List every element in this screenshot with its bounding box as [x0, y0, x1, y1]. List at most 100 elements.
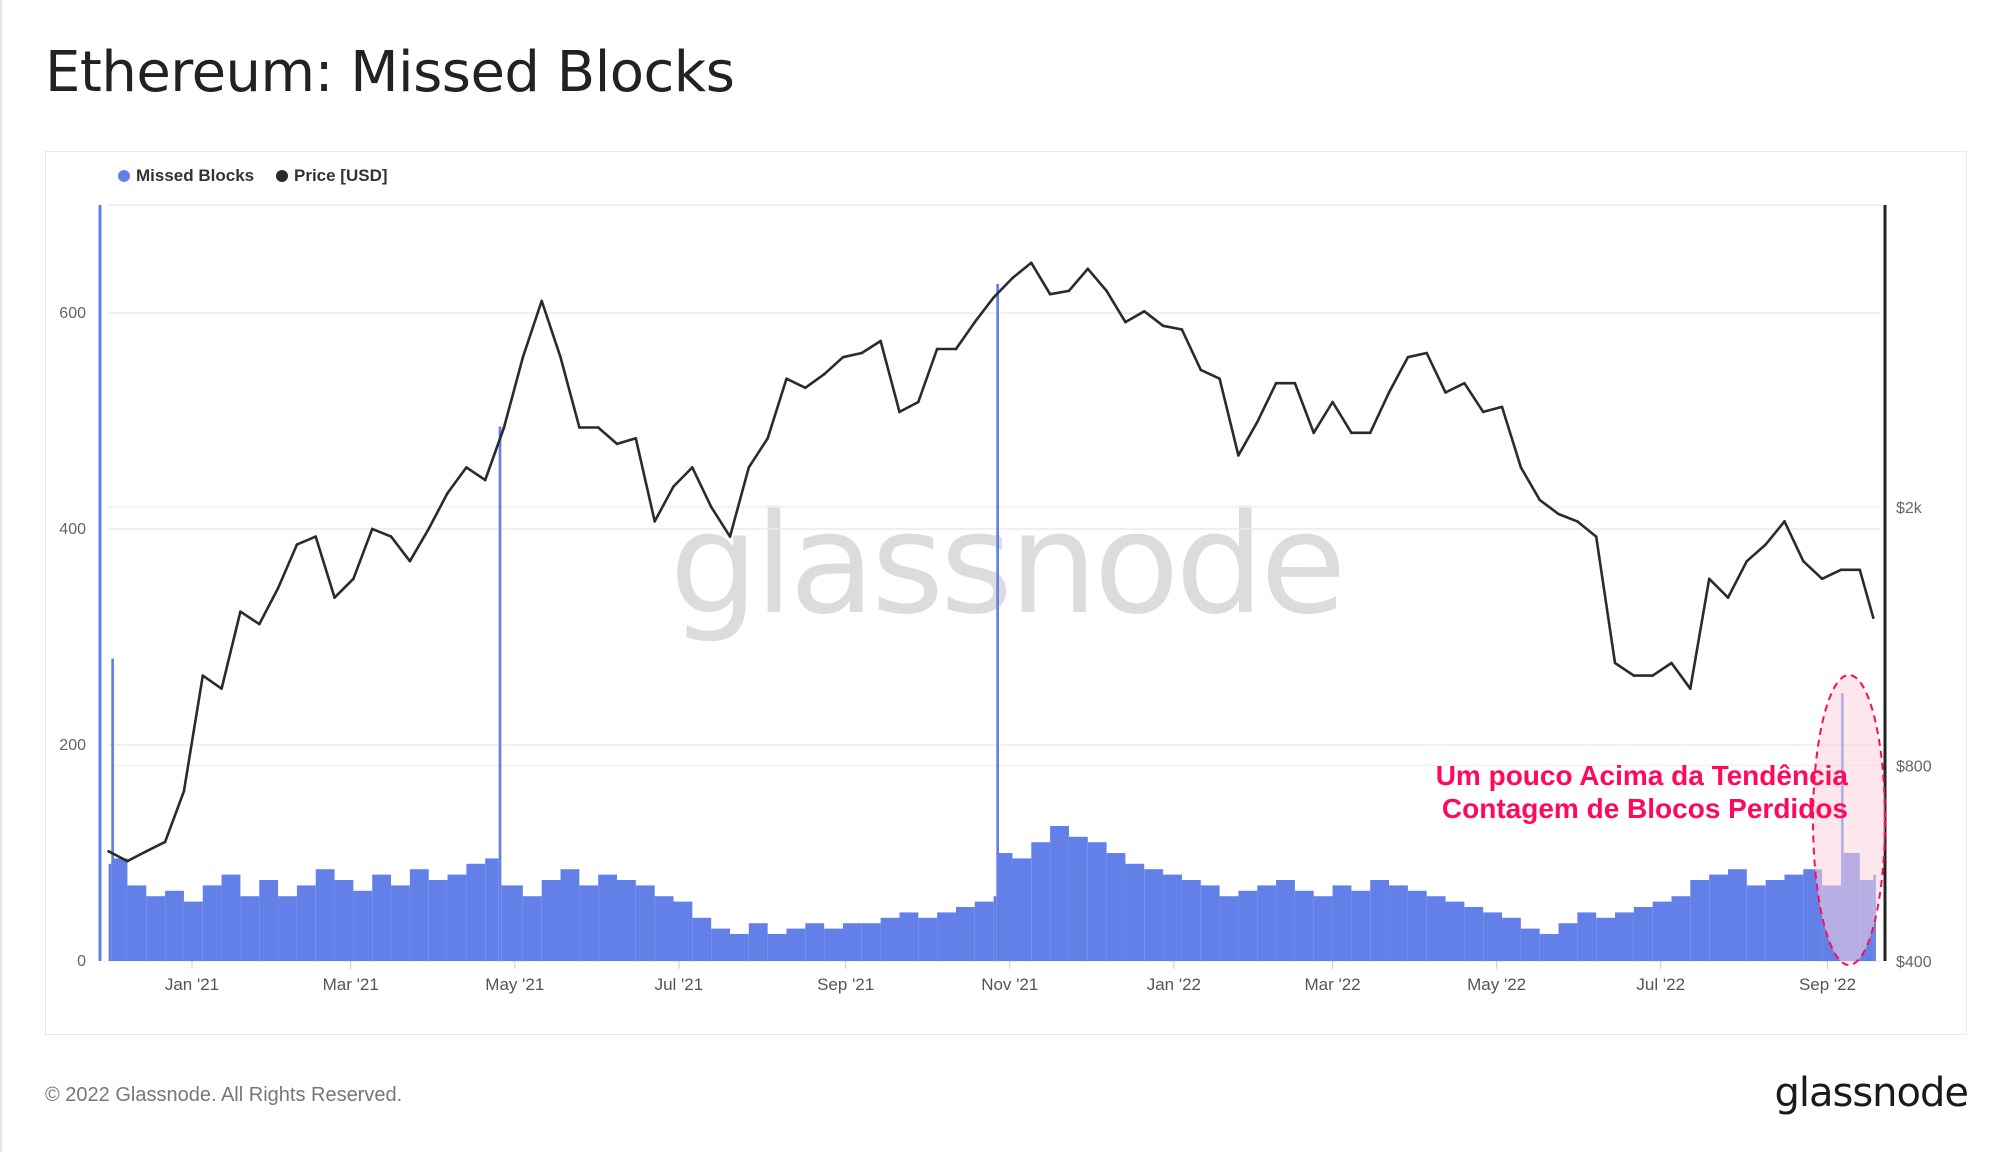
missed-blocks-bar: [1351, 890, 1371, 961]
y-left-tick-label: 400: [59, 521, 86, 538]
legend-label: Missed Blocks: [136, 166, 255, 185]
missed-blocks-bar: [918, 917, 938, 961]
missed-blocks-bar: [1389, 885, 1408, 961]
missed-blocks-bar: [1407, 890, 1427, 961]
missed-blocks-bar: [391, 885, 410, 961]
missed-blocks-bar: [999, 853, 1013, 961]
missed-blocks-bar: [372, 874, 392, 961]
missed-blocks-bar: [805, 923, 825, 961]
missed-blocks-bar: [485, 858, 499, 961]
missed-blocks-bar: [560, 869, 580, 961]
x-tick-label: Jan '22: [1147, 975, 1201, 994]
missed-blocks-bar: [240, 896, 260, 961]
missed-blocks-bar: [541, 880, 561, 961]
missed-blocks-bar: [278, 896, 297, 961]
y-right-tick-label: $400: [1896, 954, 1932, 971]
missed-blocks-bar: [748, 923, 768, 961]
x-tick-label: May '21: [485, 975, 544, 994]
missed-blocks-bar: [1200, 885, 1220, 961]
x-tick-label: Mar '21: [323, 975, 379, 994]
missed-blocks-bar: [1615, 912, 1634, 961]
legend-item-price[interactable]: Price [USD]: [276, 166, 388, 186]
missed-blocks-bar: [654, 896, 674, 961]
x-tick-label: Mar '22: [1304, 975, 1360, 994]
y-left-tick-label: 600: [59, 305, 86, 322]
missed-blocks-bar: [1050, 826, 1069, 961]
missed-blocks-bar: [1106, 853, 1126, 961]
highlight-ellipse: [1812, 674, 1886, 966]
missed-blocks-bar: [842, 923, 862, 961]
missed-blocks-bar: [1294, 890, 1314, 961]
missed-blocks-bar: [353, 890, 373, 961]
page-title: Ethereum: Missed Blocks: [45, 40, 735, 105]
missed-blocks-bar: [786, 928, 806, 961]
missed-blocks-bar: [635, 885, 655, 961]
missed-blocks-bar: [165, 890, 184, 961]
missed-blocks-bar: [974, 901, 994, 961]
missed-blocks-bar: [899, 912, 919, 961]
missed-blocks-bar: [428, 880, 448, 961]
missed-blocks-bar: [1087, 842, 1107, 961]
missed-blocks-bar: [108, 863, 112, 961]
x-tick-label: Jan '21: [165, 975, 219, 994]
missed-blocks-bar: [730, 934, 749, 961]
missed-blocks-bar: [861, 923, 881, 961]
missed-blocks-bar: [315, 869, 335, 961]
annotation-line-1: Um pouco Acima da Tendência: [1436, 760, 1849, 791]
missed-blocks-bar: [1031, 842, 1051, 961]
missed-blocks-bar: [1163, 874, 1182, 961]
missed-blocks-bar: [996, 283, 1000, 962]
missed-blocks-bar: [579, 885, 599, 961]
missed-blocks-bar: [1068, 836, 1088, 961]
x-tick-label: Jul '22: [1636, 975, 1685, 994]
y-right-tick-label: $800: [1896, 758, 1932, 775]
missed-blocks-bar: [1426, 896, 1446, 961]
missed-blocks-bar: [498, 426, 502, 961]
legend-dot-icon: [118, 170, 130, 182]
missed-blocks-bar: [1539, 934, 1559, 961]
missed-blocks-bar: [711, 928, 730, 961]
missed-blocks-bar: [111, 658, 114, 961]
missed-blocks-bar: [183, 901, 203, 961]
missed-blocks-bar: [1746, 885, 1766, 961]
legend-label: Price [USD]: [294, 166, 388, 185]
missed-blocks-bar: [296, 885, 316, 961]
missed-blocks-bar: [1690, 880, 1710, 961]
missed-blocks-bar: [824, 928, 843, 961]
chart-frame: [45, 151, 1967, 1035]
y-right-tick-label: $2k: [1896, 500, 1923, 517]
missed-blocks-bar: [1125, 863, 1145, 961]
missed-blocks-bar: [1502, 917, 1521, 961]
missed-blocks-bar: [146, 896, 166, 961]
missed-blocks-bar: [1257, 885, 1277, 961]
missed-blocks-bar: [127, 885, 147, 961]
missed-blocks-bar: [1370, 880, 1390, 961]
x-tick-label: Sep '22: [1799, 975, 1856, 994]
missed-blocks-bar: [1483, 912, 1503, 961]
missed-blocks-bar: [1181, 880, 1201, 961]
missed-blocks-bar: [447, 874, 467, 961]
missed-blocks-bar: [880, 917, 900, 961]
missed-blocks-bar: [466, 863, 486, 961]
missed-blocks-bar: [409, 869, 429, 961]
y-left-tick-label: 200: [59, 737, 86, 754]
missed-blocks-bar: [221, 874, 241, 961]
x-tick-label: Jul '21: [655, 975, 704, 994]
missed-blocks-bar: [1652, 901, 1672, 961]
missed-blocks-bar: [522, 896, 542, 961]
missed-blocks-bar: [1445, 901, 1465, 961]
missed-blocks-bar: [1464, 907, 1484, 961]
price-line: [107, 261, 1875, 863]
missed-blocks-bar: [259, 880, 279, 961]
glassnode-logo[interactable]: glassnode: [1774, 1070, 1969, 1116]
legend-item-missed-blocks[interactable]: Missed Blocks: [118, 166, 254, 186]
missed-blocks-bar: [113, 858, 128, 961]
missed-blocks-bar: [1558, 923, 1578, 961]
missed-blocks-bar: [1709, 874, 1728, 961]
missed-blocks-bar: [1784, 874, 1804, 961]
legend-dot-icon: [276, 170, 288, 182]
watermark: glassnode: [670, 483, 1343, 646]
missed-blocks-bar: [1596, 917, 1616, 961]
missed-blocks-bar: [937, 912, 956, 961]
